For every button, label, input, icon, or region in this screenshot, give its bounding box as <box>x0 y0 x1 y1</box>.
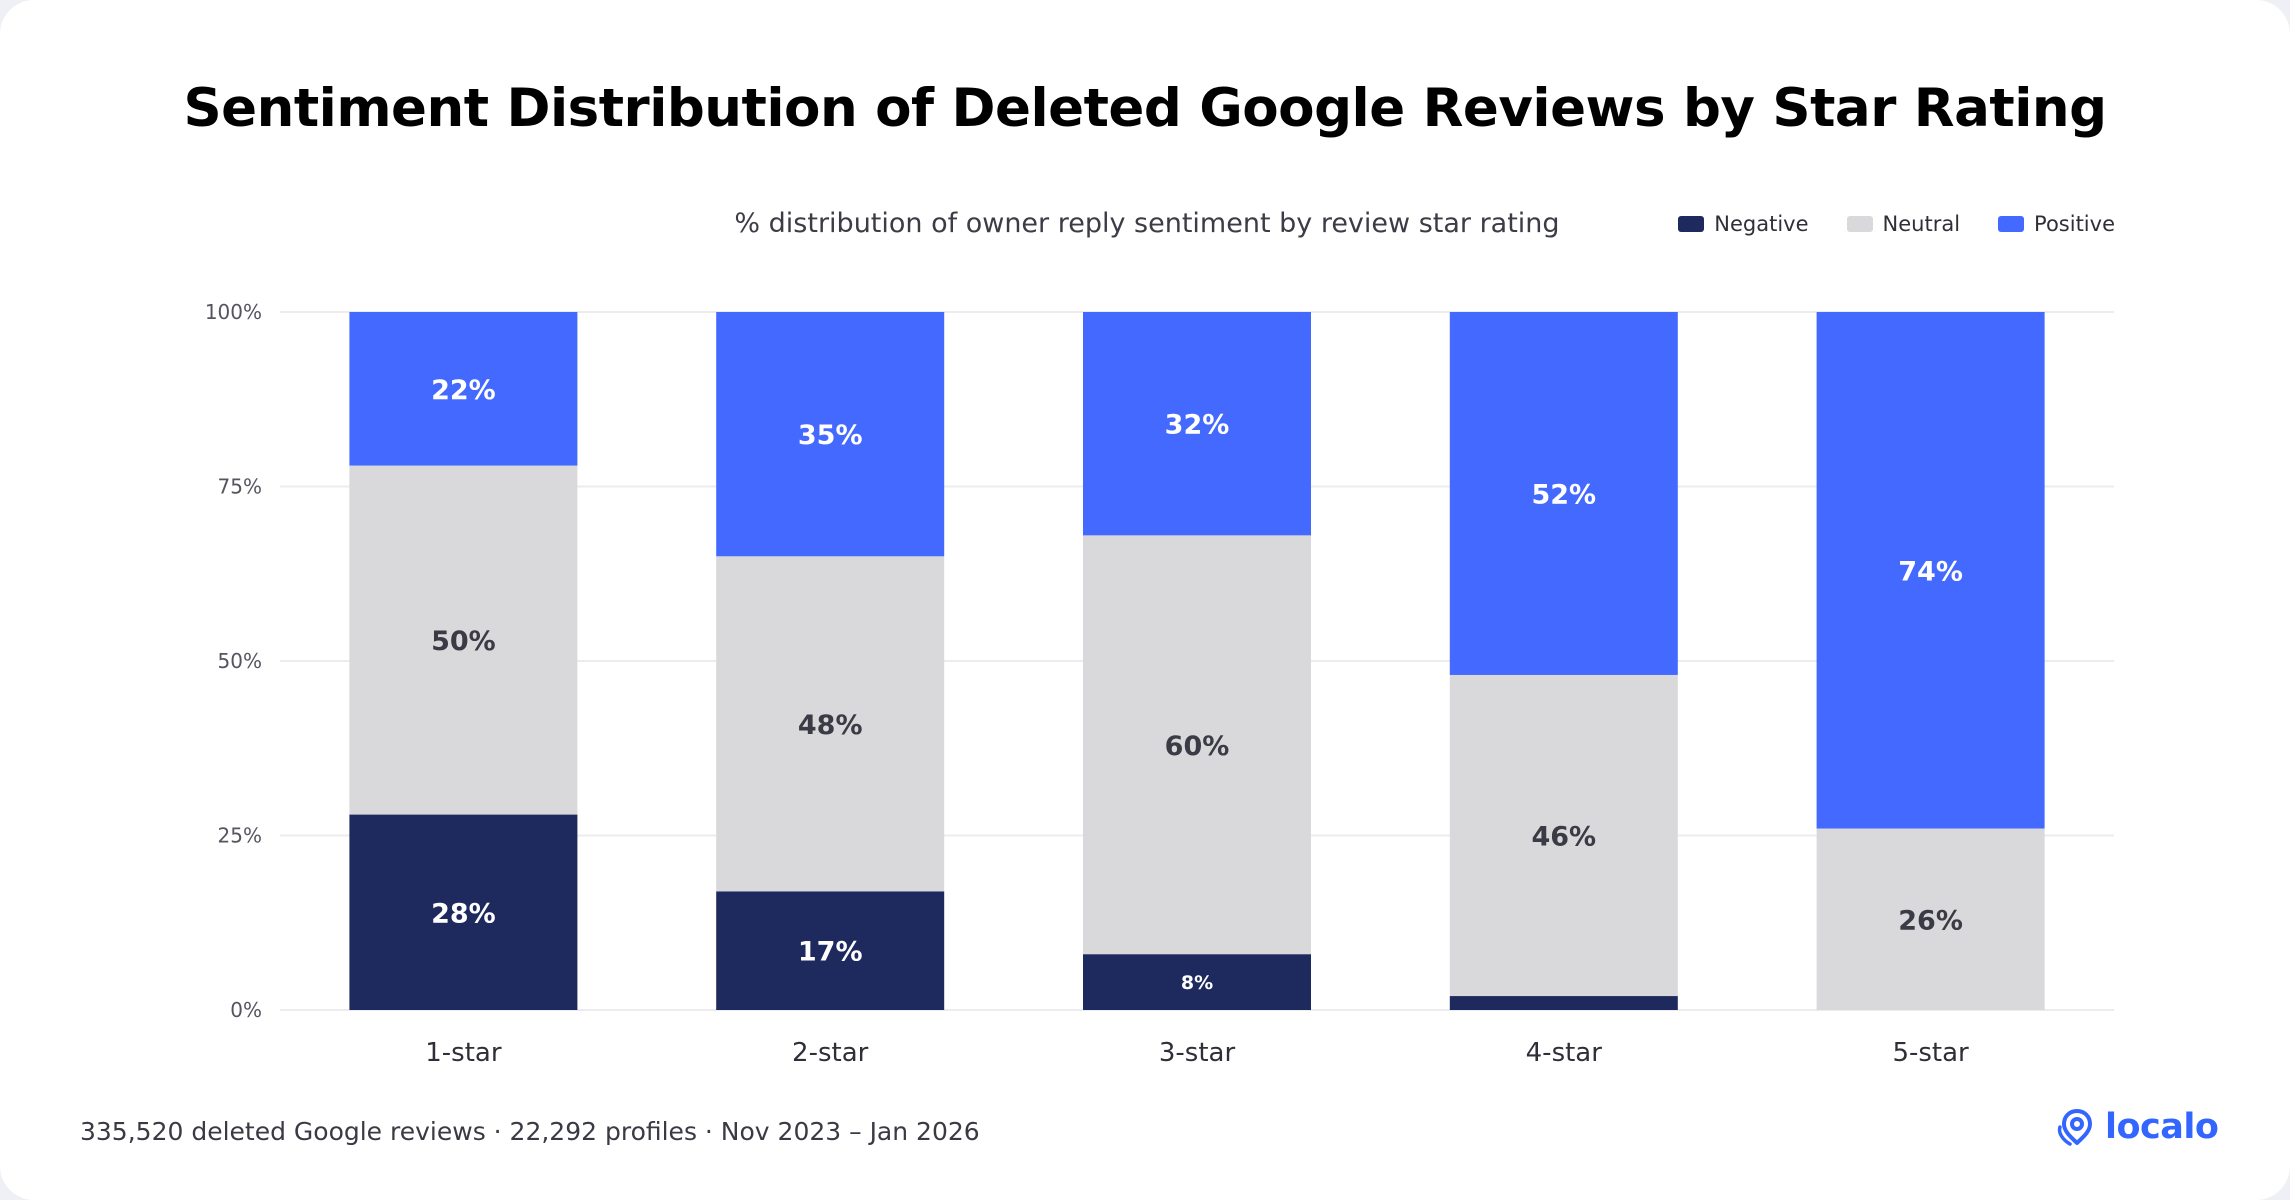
x-tick-label: 4-star <box>1526 1038 1603 1068</box>
subtitle-text: % distribution of owner reply sentiment … <box>734 208 1560 239</box>
legend-swatch-neutral <box>1846 216 1873 232</box>
x-tick-label: 1-star <box>425 1038 502 1068</box>
bar-positive <box>1083 312 1311 536</box>
x-tick-label: 5-star <box>1892 1038 1969 1068</box>
data-label: 50% <box>431 626 496 657</box>
y-tick-label: 100% <box>205 300 262 324</box>
data-label: 35% <box>798 420 863 451</box>
bar-positive <box>1449 312 1678 675</box>
brand-name: localo <box>2105 1107 2219 1147</box>
data-label: 26% <box>1898 905 1963 936</box>
legend-item-neutral: Neutral <box>1846 212 1961 236</box>
brand-logo: localo <box>2055 1105 2219 1149</box>
bar-neutral <box>716 556 945 892</box>
y-tick-label: 75% <box>218 475 262 499</box>
data-label: 22% <box>431 375 496 406</box>
y-tick-label: 0% <box>230 998 262 1022</box>
x-tick-label: 3-star <box>1159 1038 1236 1068</box>
bar-negative <box>349 814 578 1010</box>
legend-swatch-positive <box>1998 216 2025 232</box>
legend-swatch-negative <box>1678 216 1705 232</box>
chart-legend: Negative Neutral Positive <box>1678 212 2115 236</box>
y-tick-label: 25% <box>218 824 262 848</box>
bar-positive <box>1816 312 2045 829</box>
chart-title: Sentiment Distribution of Deleted Google… <box>183 78 2107 139</box>
legend-label-negative: Negative <box>1714 212 1809 236</box>
data-label: 52% <box>1531 479 1596 510</box>
data-label: 48% <box>798 710 863 741</box>
bar-neutral <box>349 465 578 815</box>
data-label: 8% <box>1181 972 1213 994</box>
legend-item-negative: Negative <box>1678 212 1809 236</box>
data-label: 74% <box>1898 556 1963 587</box>
y-tick-label: 50% <box>218 649 262 673</box>
location-pin-icon <box>2057 1109 2092 1146</box>
x-tick-label: 2-star <box>792 1038 869 1068</box>
data-label: 28% <box>431 898 496 929</box>
bar-neutral <box>1083 535 1311 955</box>
bar-negative <box>716 891 945 1010</box>
bar-negative <box>1449 996 1678 1010</box>
legend-label-neutral: Neutral <box>1882 212 1961 236</box>
data-label: 46% <box>1531 822 1596 853</box>
data-label: 17% <box>798 937 863 968</box>
bar-positive <box>349 312 578 466</box>
bar-positive <box>716 312 945 557</box>
data-label: 32% <box>1165 410 1230 441</box>
bar-negative <box>1083 954 1311 1010</box>
chart-subtitle: % distribution of owner reply sentiment … <box>0 208 2290 239</box>
data-label: 60% <box>1165 731 1230 762</box>
chart-footer: 335,520 deleted Google reviews · 22,292 … <box>80 1117 980 1146</box>
legend-label-positive: Positive <box>2034 212 2115 236</box>
legend-item-positive: Positive <box>1998 212 2115 236</box>
bar-neutral <box>1816 828 2045 1010</box>
bar-neutral <box>1449 674 1678 997</box>
